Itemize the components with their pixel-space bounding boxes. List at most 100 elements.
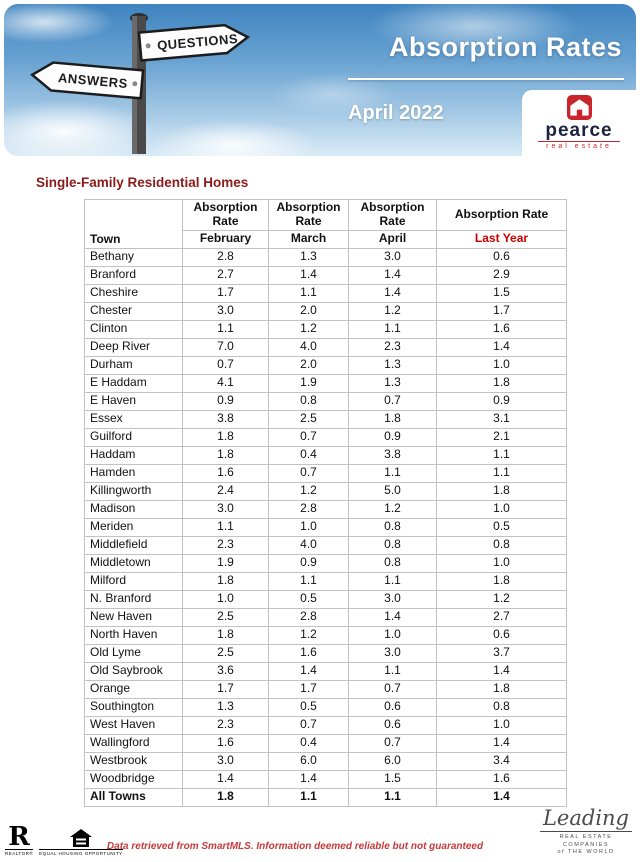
table-row: Wallingford 1.6 0.4 0.7 1.4 bbox=[84, 733, 567, 753]
table-row: New Haven 2.5 2.8 1.4 2.7 bbox=[84, 607, 567, 627]
table-row: Hamden 1.6 0.7 1.1 1.1 bbox=[84, 463, 567, 483]
table-row: Chester 3.0 2.0 1.2 1.7 bbox=[84, 301, 567, 321]
table-row: West Haven 2.3 0.7 0.6 1.0 bbox=[84, 715, 567, 735]
table-row: Cheshire 1.7 1.1 1.4 1.5 bbox=[84, 283, 567, 303]
pearce-house-icon bbox=[566, 94, 592, 120]
rate-cell: 0.7 bbox=[268, 715, 349, 735]
rate-cell: 2.7 bbox=[436, 607, 567, 627]
town-cell: Wallingford bbox=[84, 733, 183, 753]
town-cell: New Haven bbox=[84, 607, 183, 627]
rate-cell: 0.6 bbox=[436, 247, 567, 267]
answers-sign-label: ANSWERS bbox=[57, 70, 128, 91]
rate-cell: 1.8 bbox=[182, 427, 269, 447]
leading-sub-text: REAL ESTATE COMPANIES of THE WORLD bbox=[540, 830, 632, 857]
rate-cell: 0.5 bbox=[268, 589, 349, 609]
table-row: Westbrook 3.0 6.0 6.0 3.4 bbox=[84, 751, 567, 771]
rate-cell: 1.4 bbox=[348, 607, 437, 627]
rate-cell: 1.4 bbox=[268, 661, 349, 681]
table-row: Durham 0.7 2.0 1.3 1.0 bbox=[84, 355, 567, 375]
rate-cell: 1.0 bbox=[182, 589, 269, 609]
table-row: Orange 1.7 1.7 0.7 1.8 bbox=[84, 679, 567, 699]
rate-cell: 0.8 bbox=[348, 553, 437, 573]
col-header-absorption-rate-apr: Absorption Rate bbox=[348, 199, 437, 231]
rate-cell: 0.8 bbox=[268, 391, 349, 411]
rate-cell: 3.8 bbox=[348, 445, 437, 465]
table-header-row-1: Town Absorption Rate Absorption Rate Abs… bbox=[84, 199, 567, 249]
table-row: Branford 2.7 1.4 1.4 2.9 bbox=[84, 265, 567, 285]
table-row: E Haddam 4.1 1.9 1.3 1.8 bbox=[84, 373, 567, 393]
rate-cell: 1.1 bbox=[348, 571, 437, 591]
rate-cell: 1.3 bbox=[268, 247, 349, 267]
town-cell: Meriden bbox=[84, 517, 183, 537]
town-cell: Durham bbox=[84, 355, 183, 375]
rate-cell: 1.4 bbox=[436, 787, 567, 807]
town-cell: E Haddam bbox=[84, 373, 183, 393]
town-cell: Old Lyme bbox=[84, 643, 183, 663]
equal-housing-logo: EQUAL HOUSING OPPORTUNITY bbox=[39, 829, 123, 856]
rate-cell: 1.0 bbox=[348, 625, 437, 645]
equal-housing-icon bbox=[69, 829, 92, 847]
rate-cell: 1.8 bbox=[182, 445, 269, 465]
rate-cell: 1.0 bbox=[436, 499, 567, 519]
rate-cell: 2.3 bbox=[182, 535, 269, 555]
rate-cell: 0.8 bbox=[348, 517, 437, 537]
rate-cell: 1.3 bbox=[348, 355, 437, 375]
rate-cell: 1.4 bbox=[348, 265, 437, 285]
rate-cell: 3.7 bbox=[436, 643, 567, 663]
rate-cell: 0.9 bbox=[182, 391, 269, 411]
rate-cell: 3.4 bbox=[436, 751, 567, 771]
rate-cell: 7.0 bbox=[182, 337, 269, 357]
page-title: Absorption Rates bbox=[388, 32, 622, 62]
rate-cell: 0.5 bbox=[436, 517, 567, 537]
table-row: Haddam 1.8 0.4 3.8 1.1 bbox=[84, 445, 567, 465]
pearce-logo: pearce real estate bbox=[522, 90, 636, 156]
rate-cell: 1.8 bbox=[436, 571, 567, 591]
table-row: Southington 1.3 0.5 0.6 0.8 bbox=[84, 697, 567, 717]
col-header-april: April bbox=[348, 229, 437, 249]
rate-cell: 1.6 bbox=[182, 733, 269, 753]
rate-cell: 2.5 bbox=[182, 607, 269, 627]
rate-cell: 1.1 bbox=[348, 463, 437, 483]
rate-cell: 0.4 bbox=[268, 733, 349, 753]
rate-cell: 2.4 bbox=[182, 481, 269, 501]
rate-cell: 2.8 bbox=[268, 499, 349, 519]
town-cell: Madison bbox=[84, 499, 183, 519]
footer-logos: R REALTOR® EQUAL HOUSING OPPORTUNITY bbox=[5, 823, 123, 856]
rate-cell: 0.9 bbox=[436, 391, 567, 411]
table-row: Middletown 1.9 0.9 0.8 1.0 bbox=[84, 553, 567, 573]
data-disclaimer: Data retrieved from SmartMLS. Informatio… bbox=[106, 841, 484, 852]
rate-cell: 1.2 bbox=[268, 319, 349, 339]
rate-cell: 1.4 bbox=[436, 733, 567, 753]
rate-cell: 1.8 bbox=[182, 625, 269, 645]
rate-cell: 1.4 bbox=[436, 337, 567, 357]
rate-cell: 3.0 bbox=[348, 643, 437, 663]
table-row: Madison 3.0 2.8 1.2 1.0 bbox=[84, 499, 567, 519]
rate-cell: 2.3 bbox=[348, 337, 437, 357]
rate-cell: 1.7 bbox=[268, 679, 349, 699]
town-cell: Guilford bbox=[84, 427, 183, 447]
rate-cell: 1.7 bbox=[182, 679, 269, 699]
town-cell: Westbrook bbox=[84, 751, 183, 771]
rate-cell: 1.2 bbox=[268, 481, 349, 501]
rate-cell: 1.6 bbox=[436, 769, 567, 789]
town-cell: North Haven bbox=[84, 625, 183, 645]
rate-cell: 1.2 bbox=[348, 301, 437, 321]
questions-sign-label: QUESTIONS bbox=[157, 31, 239, 53]
rate-cell: 0.6 bbox=[348, 715, 437, 735]
rate-cell: 1.1 bbox=[268, 787, 349, 807]
rate-cell: 6.0 bbox=[268, 751, 349, 771]
rate-cell: 1.6 bbox=[436, 319, 567, 339]
town-cell: Old Saybrook bbox=[84, 661, 183, 681]
leading-re-logo: Leading REAL ESTATE COMPANIES of THE WOR… bbox=[540, 807, 632, 857]
rate-cell: 1.1 bbox=[436, 445, 567, 465]
table-body: Bethany 2.8 1.3 3.0 0.6 Branford 2.7 1.4 1.4 2.9 C… bbox=[84, 247, 567, 807]
town-cell: Hamden bbox=[84, 463, 183, 483]
answers-sign: ANSWERS bbox=[30, 61, 145, 100]
town-cell: Middlefield bbox=[84, 535, 183, 555]
pearce-logo-name: pearce bbox=[545, 119, 613, 141]
rate-cell: 1.4 bbox=[436, 661, 567, 681]
rate-cell: 2.8 bbox=[182, 247, 269, 267]
rate-cell: 0.8 bbox=[436, 697, 567, 717]
pearce-logo-rule bbox=[538, 140, 620, 142]
table-row: Guilford 1.8 0.7 0.9 2.1 bbox=[84, 427, 567, 447]
